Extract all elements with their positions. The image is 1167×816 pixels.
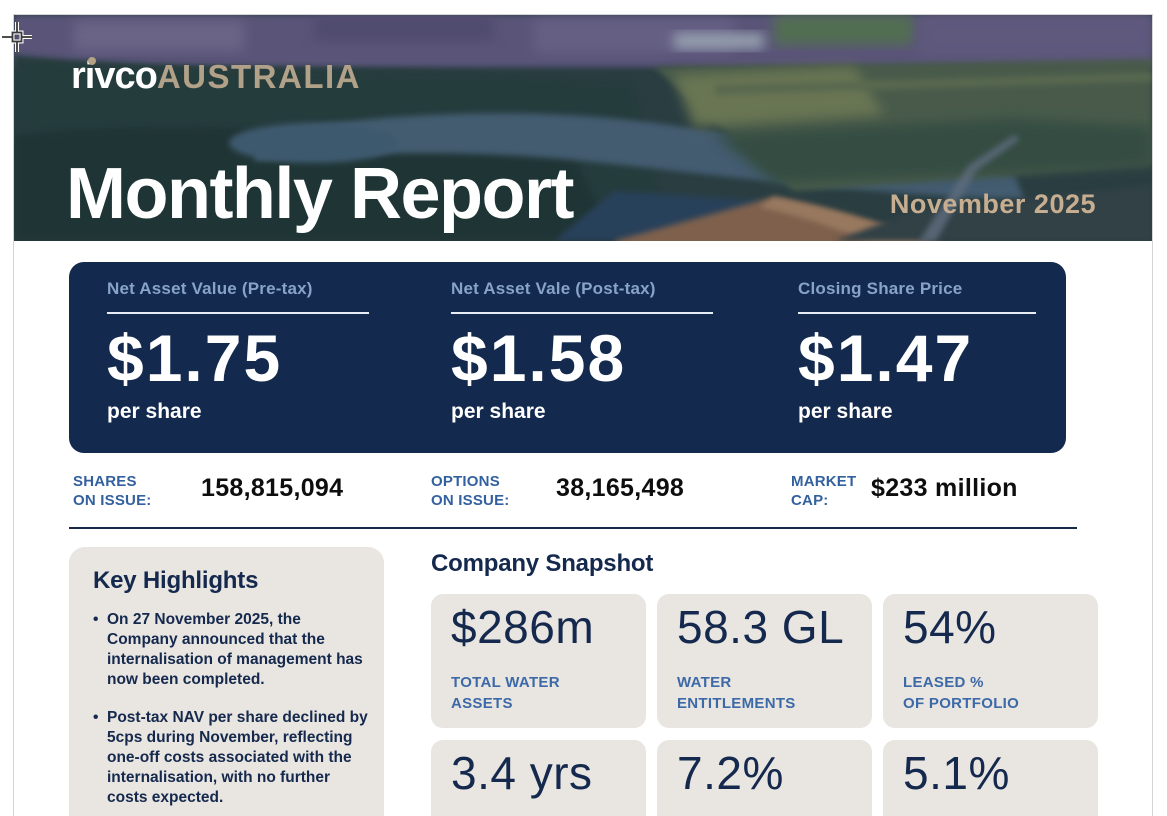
- market-cap-label-line2: CAP:: [791, 492, 829, 509]
- highlight-bullet: Post-tax NAV per share declined by 5cps …: [93, 708, 368, 808]
- logo-brand-text: rivco: [71, 55, 158, 97]
- logo-suffix-text: AUSTRALIA: [156, 58, 361, 95]
- issue-stats-row: SHARES ON ISSUE: 158,815,094 OPTIONS ON …: [14, 469, 1152, 527]
- hero-overlay: rivco AUSTRALIA Monthly Report November 2…: [14, 15, 1152, 241]
- nav-summary-card: Net Asset Value (Pre-tax) $1.75 per shar…: [69, 262, 1066, 453]
- closing-price-unit: per share: [798, 400, 893, 423]
- nav-posttax-column: Net Asset Vale (Post-tax) $1.58 per shar…: [451, 279, 713, 424]
- company-logo: rivco AUSTRALIA: [71, 55, 361, 98]
- key-highlights-title: Key Highlights: [93, 567, 259, 594]
- snapshot-tile-percent-2: 5.1%: [883, 740, 1098, 816]
- tile-value: 5.1%: [903, 747, 1010, 799]
- options-on-issue-label: OPTIONS ON ISSUE:: [431, 472, 509, 510]
- shares-label-line1: SHARES: [73, 473, 137, 490]
- hero-photo: [14, 15, 1152, 241]
- page-title: Monthly Report: [66, 154, 574, 234]
- tile-label-line2: ENTITLEMENTS: [677, 695, 796, 712]
- nav-posttax-label: Net Asset Vale (Post-tax): [451, 279, 713, 314]
- snapshot-tile-leased-portfolio: 54% LEASED % OF PORTFOLIO: [883, 594, 1098, 728]
- tile-label-line1: TOTAL WATER: [451, 674, 560, 691]
- snapshot-tiles-grid: $286m TOTAL WATER ASSETS 58.3 GL WATER E…: [431, 594, 1099, 816]
- tile-value: 3.4 yrs: [451, 747, 593, 799]
- company-snapshot-title: Company Snapshot: [431, 550, 654, 577]
- snapshot-tile-water-entitlements: 58.3 GL WATER ENTITLEMENTS: [657, 594, 872, 728]
- highlight-bullet: On 27 November 2025, the Company announc…: [93, 610, 368, 690]
- key-highlights-list: On 27 November 2025, the Company announc…: [69, 610, 384, 808]
- closing-price-value: $1.47: [798, 321, 974, 395]
- tile-value: $286m: [451, 601, 595, 653]
- tile-label: WATER ENTITLEMENTS: [677, 672, 796, 714]
- market-cap-value: $233 million: [871, 474, 1018, 502]
- closing-price-label: Closing Share Price: [798, 279, 1036, 314]
- nav-pretax-value: $1.75: [107, 321, 283, 395]
- key-highlights-panel: Key Highlights On 27 November 2025, the …: [69, 547, 384, 816]
- options-label-line1: OPTIONS: [431, 473, 500, 490]
- tile-value: 54%: [903, 601, 997, 653]
- tile-value: 7.2%: [677, 747, 784, 799]
- snapshot-tile-percent-1: 7.2%: [657, 740, 872, 816]
- tile-label-line1: WATER: [677, 674, 732, 691]
- report-date: November 2025: [889, 189, 1096, 219]
- tile-label-line1: LEASED %: [903, 674, 984, 691]
- options-label-line2: ON ISSUE:: [431, 492, 510, 509]
- hero-section: rivco AUSTRALIA Monthly Report November 2…: [14, 15, 1152, 241]
- section-divider: [69, 527, 1077, 529]
- nav-pretax-unit: per share: [107, 400, 202, 423]
- document-page: rivco AUSTRALIA Monthly Report November 2…: [13, 14, 1153, 816]
- shares-on-issue-value: 158,815,094: [201, 474, 344, 502]
- nav-posttax-value: $1.58: [451, 321, 627, 395]
- closing-price-column: Closing Share Price $1.47 per share: [798, 279, 1036, 424]
- tile-label: TOTAL WATER ASSETS: [451, 672, 560, 714]
- nav-pretax-label: Net Asset Value (Pre-tax): [107, 279, 369, 314]
- logo-i-dot: [88, 57, 96, 65]
- tile-label-line2: OF PORTFOLIO: [903, 695, 1020, 712]
- shares-label-line2: ON ISSUE:: [73, 492, 152, 509]
- nav-posttax-unit: per share: [451, 400, 546, 423]
- tile-label-line2: ASSETS: [451, 695, 513, 712]
- shares-on-issue-label: SHARES ON ISSUE:: [73, 472, 151, 510]
- market-cap-label-line1: MARKET: [791, 473, 857, 490]
- snapshot-tile-total-water-assets: $286m TOTAL WATER ASSETS: [431, 594, 646, 728]
- snapshot-tile-years: 3.4 yrs: [431, 740, 646, 816]
- options-on-issue-value: 38,165,498: [556, 474, 685, 502]
- market-cap-label: MARKET CAP:: [791, 472, 856, 510]
- tile-value: 58.3 GL: [677, 601, 845, 653]
- nav-pretax-column: Net Asset Value (Pre-tax) $1.75 per shar…: [107, 279, 369, 424]
- tile-label: LEASED % OF PORTFOLIO: [903, 672, 1019, 714]
